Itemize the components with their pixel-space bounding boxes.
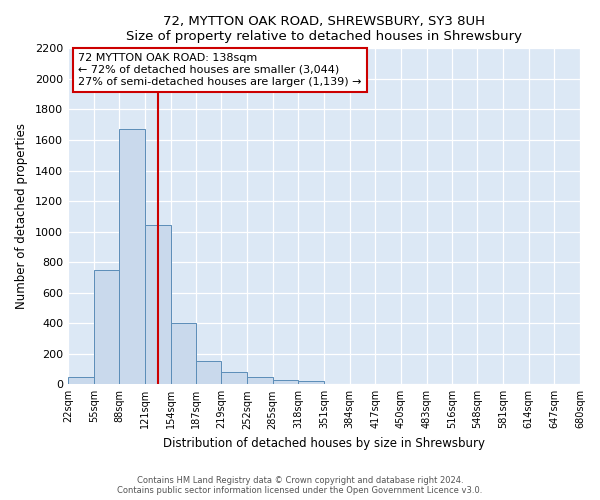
Text: 72 MYTTON OAK ROAD: 138sqm
← 72% of detached houses are smaller (3,044)
27% of s: 72 MYTTON OAK ROAD: 138sqm ← 72% of deta… <box>78 54 362 86</box>
Bar <box>272 380 298 384</box>
Bar <box>68 376 94 384</box>
Bar <box>196 362 221 384</box>
Y-axis label: Number of detached properties: Number of detached properties <box>15 124 28 310</box>
Title: 72, MYTTON OAK ROAD, SHREWSBURY, SY3 8UH
Size of property relative to detached h: 72, MYTTON OAK ROAD, SHREWSBURY, SY3 8UH… <box>126 15 522 43</box>
Bar <box>171 323 196 384</box>
Bar <box>119 130 145 384</box>
Bar <box>298 382 324 384</box>
Bar <box>145 226 171 384</box>
Bar <box>247 378 272 384</box>
Bar <box>94 270 119 384</box>
Bar <box>221 372 247 384</box>
Text: Contains HM Land Registry data © Crown copyright and database right 2024.
Contai: Contains HM Land Registry data © Crown c… <box>118 476 482 495</box>
X-axis label: Distribution of detached houses by size in Shrewsbury: Distribution of detached houses by size … <box>163 437 485 450</box>
